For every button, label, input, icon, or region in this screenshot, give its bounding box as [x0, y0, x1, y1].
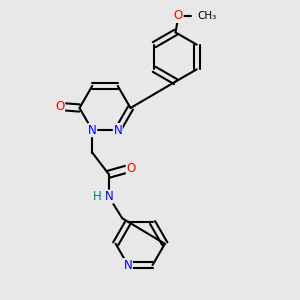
- Text: O: O: [56, 100, 64, 113]
- Text: N: N: [88, 124, 97, 136]
- Text: CH₃: CH₃: [197, 11, 217, 21]
- Text: O: O: [174, 9, 183, 22]
- Text: O: O: [126, 162, 136, 175]
- Text: N: N: [104, 190, 113, 203]
- Text: N: N: [124, 259, 132, 272]
- Text: H: H: [93, 190, 102, 203]
- Text: N: N: [113, 124, 122, 136]
